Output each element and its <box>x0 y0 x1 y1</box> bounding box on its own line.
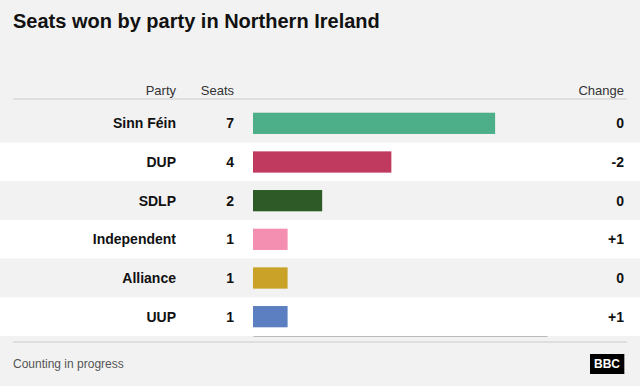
change-label: +1 <box>608 309 624 325</box>
data-label: 1 <box>226 231 234 247</box>
logo: BBC <box>590 354 624 374</box>
row-background <box>0 297 640 336</box>
row-background <box>0 181 640 220</box>
data-label: 1 <box>226 270 234 286</box>
header-separator <box>13 99 627 100</box>
title: Seats won by party in Northern Ireland <box>13 10 380 32</box>
row-background <box>0 220 640 259</box>
bar <box>253 267 288 288</box>
bar <box>253 229 288 250</box>
bar <box>253 306 288 327</box>
change-label: 0 <box>616 115 624 131</box>
row-background <box>0 104 640 143</box>
category-label: Sinn Féin <box>113 115 176 131</box>
data-label: 4 <box>226 154 234 170</box>
row-background <box>0 143 640 182</box>
change-label: -2 <box>612 154 625 170</box>
row-background <box>0 259 640 298</box>
background <box>0 0 640 386</box>
data-label: 1 <box>226 309 234 325</box>
category-label: SDLP <box>139 193 176 209</box>
category-label: DUP <box>146 154 176 170</box>
x-axis-line <box>254 336 548 337</box>
chart-svg: Seats won by party in Northern Ireland Pa… <box>0 0 640 386</box>
row-backgrounds <box>0 104 640 336</box>
category-label: Alliance <box>122 270 176 286</box>
bar <box>253 151 391 172</box>
logo-box <box>590 354 624 374</box>
category-label: UUP <box>146 309 176 325</box>
change-label: 0 <box>616 193 624 209</box>
bar <box>253 190 322 211</box>
row-labels: Sinn Féin DUP SDLP Independent Alliance UUP 7 4… <box>93 115 624 324</box>
category-label: Independent <box>93 231 177 247</box>
column-headers: Party Seats Change <box>146 83 624 98</box>
bar <box>253 113 495 134</box>
change-label: +1 <box>608 231 624 247</box>
change-label: 0 <box>616 270 624 286</box>
x-axis <box>254 336 548 337</box>
footer-text: Counting in progress <box>13 357 124 371</box>
data-label: 7 <box>226 115 234 131</box>
data-label: 2 <box>226 193 234 209</box>
column-header: Party <box>146 83 177 98</box>
footer-separator <box>13 342 627 343</box>
column-header: Change <box>578 83 624 98</box>
logo-text: BBC <box>594 357 620 371</box>
column-header: Seats <box>201 83 235 98</box>
bars <box>253 113 495 328</box>
